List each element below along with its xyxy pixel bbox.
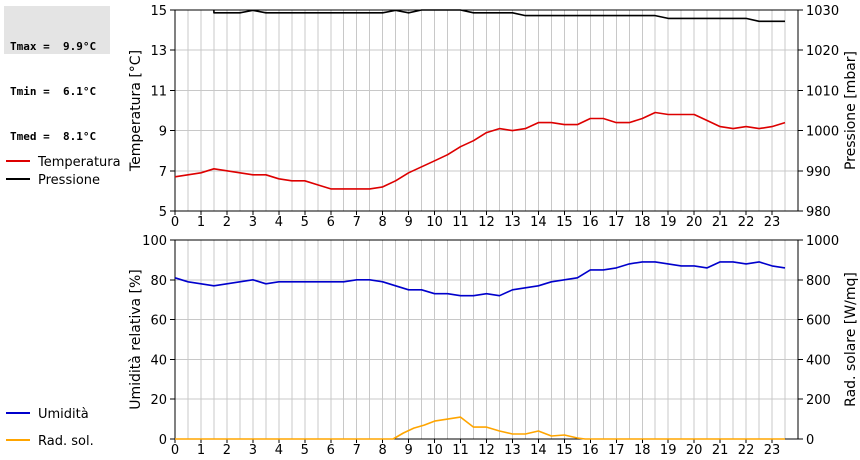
x-tick-label: 13: [504, 215, 521, 230]
y2-tick-label: 1010: [806, 84, 839, 99]
x-tick-label: 10: [426, 215, 443, 230]
x-tick-label: 23: [764, 443, 781, 458]
y-tick-label: 5: [159, 205, 167, 220]
x-tick-label: 14: [530, 215, 547, 230]
x-tick-label: 22: [738, 215, 755, 230]
y2-tick-label: 1000: [806, 125, 839, 140]
y2-tick-label: 980: [806, 205, 831, 220]
y-axis-title: Temperatura [°C]: [128, 50, 144, 172]
x-tick-label: 6: [327, 215, 335, 230]
x-tick-label: 3: [249, 215, 257, 230]
y-tick-label: 40: [150, 353, 167, 368]
x-tick-label: 16: [582, 215, 599, 230]
y2-tick-label: 1020: [806, 44, 839, 59]
x-tick-label: 7: [353, 443, 361, 458]
x-tick-label: 2: [223, 443, 231, 458]
x-tick-label: 8: [379, 443, 387, 458]
y-tick-label: 60: [150, 314, 167, 329]
y-axis-title: Umidità relativa [%]: [128, 269, 144, 410]
x-tick-label: 17: [608, 215, 625, 230]
x-tick-label: 1: [197, 215, 205, 230]
y-tick-label: 15: [150, 4, 167, 19]
y2-axis-title: Pressione [mbar]: [843, 51, 859, 170]
x-tick-label: 5: [301, 443, 309, 458]
x-tick-label: 10: [426, 443, 443, 458]
legend-label: Rad. sol.: [38, 434, 94, 449]
y-tick-label: 9: [159, 125, 167, 140]
y-tick-label: 11: [150, 84, 167, 99]
x-tick-label: 0: [171, 215, 179, 230]
y2-tick-label: 1000: [806, 234, 839, 249]
x-tick-label: 17: [608, 443, 625, 458]
y-tick-label: 13: [150, 44, 167, 59]
x-tick-label: 9: [404, 443, 412, 458]
stat-tmin: Tmin = 6.1°C: [10, 85, 97, 98]
x-tick-label: 19: [660, 215, 677, 230]
x-tick-label: 14: [530, 443, 547, 458]
legend-label: Umidità: [38, 407, 89, 422]
y2-tick-label: 600: [806, 314, 831, 329]
y-tick-label: 100: [142, 234, 167, 249]
temperature-stats-box: Tmax = 9.9°C Tmin = 6.1°C Tmed = 8.1°C: [4, 6, 110, 143]
stat-tmax: Tmax = 9.9°C: [10, 40, 97, 53]
x-tick-label: 11: [452, 215, 469, 230]
y2-tick-label: 400: [806, 353, 831, 368]
x-tick-label: 4: [275, 443, 283, 458]
x-tick-label: 0: [171, 443, 179, 458]
x-tick-label: 5: [301, 215, 309, 230]
legend-label: Temperatura: [37, 155, 121, 170]
x-tick-label: 22: [738, 443, 755, 458]
y-tick-label: 7: [159, 165, 167, 180]
x-tick-label: 20: [686, 215, 703, 230]
series-line-pressione: [213, 9, 785, 23]
x-tick-label: 15: [556, 443, 573, 458]
x-tick-label: 18: [634, 215, 651, 230]
stat-tmed: Tmed = 8.1°C: [10, 130, 97, 143]
x-tick-label: 12: [478, 215, 495, 230]
x-tick-label: 2: [223, 215, 231, 230]
x-tick-label: 8: [379, 215, 387, 230]
x-tick-label: 19: [660, 443, 677, 458]
x-tick-label: 16: [582, 443, 599, 458]
x-tick-label: 4: [275, 215, 283, 230]
x-tick-label: 20: [686, 443, 703, 458]
y-tick-label: 0: [159, 433, 167, 448]
y2-tick-label: 800: [806, 274, 831, 289]
y2-tick-label: 1030: [806, 4, 839, 19]
series-line-temperatura: [174, 111, 786, 190]
y-tick-label: 20: [150, 393, 167, 408]
y2-tick-label: 990: [806, 165, 831, 180]
y2-tick-label: 200: [806, 393, 831, 408]
y-tick-label: 80: [150, 274, 167, 289]
series-line-rad-sol-: [175, 416, 785, 440]
x-tick-label: 18: [634, 443, 651, 458]
x-tick-label: 11: [452, 443, 469, 458]
y2-axis-title: Rad. solare [W/mq]: [843, 272, 859, 407]
x-tick-label: 12: [478, 443, 495, 458]
x-tick-label: 1: [197, 443, 205, 458]
x-tick-label: 21: [712, 443, 729, 458]
x-tick-label: 7: [353, 215, 361, 230]
y2-tick-label: 0: [806, 433, 814, 448]
x-tick-label: 9: [404, 215, 412, 230]
x-tick-label: 13: [504, 443, 521, 458]
x-tick-label: 3: [249, 443, 257, 458]
x-tick-label: 21: [712, 215, 729, 230]
x-tick-label: 6: [327, 443, 335, 458]
x-tick-label: 15: [556, 215, 573, 230]
legend-label: Pressione: [38, 173, 100, 188]
x-tick-label: 23: [764, 215, 781, 230]
series-line-umidit-: [174, 261, 786, 297]
